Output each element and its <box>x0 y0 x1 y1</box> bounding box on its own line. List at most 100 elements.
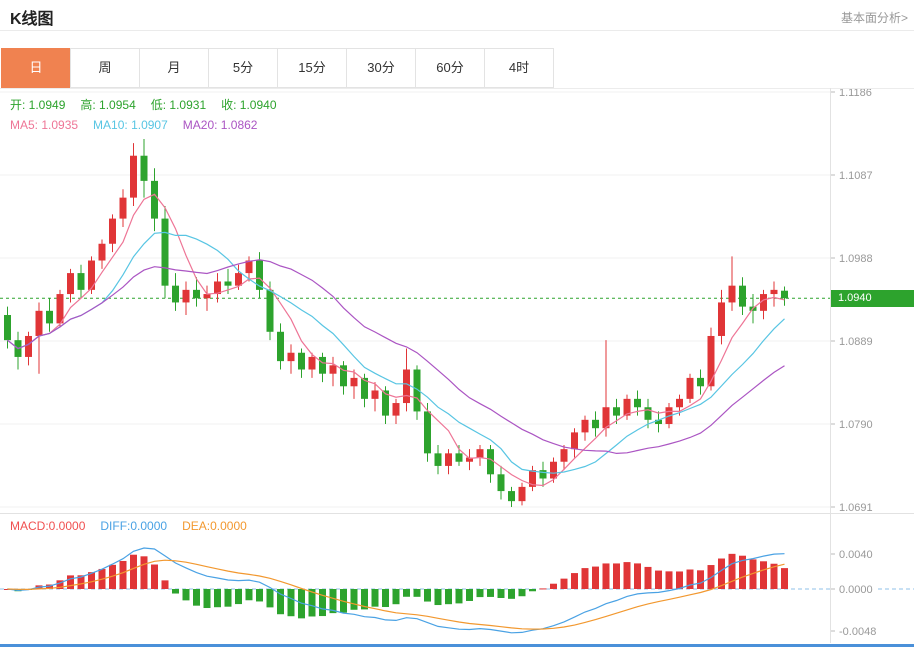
ma-ma10: MA10: 1.0907 <box>93 118 168 132</box>
ohlc-close: 收: 1.0940 <box>221 98 277 112</box>
candle <box>634 398 641 408</box>
macd-layer <box>0 547 914 634</box>
candle <box>665 407 673 425</box>
macd-histogram-bar <box>623 562 631 589</box>
candle <box>308 356 316 370</box>
macd-histogram-bar <box>25 589 32 590</box>
candle <box>140 155 148 181</box>
fundamental-analysis-link[interactable]: 基本面分析> <box>840 11 908 25</box>
macd-legend: MACD:0.0000 DIFF:0.0000 DEA:0.0000 <box>10 519 262 533</box>
timeframe-tab-day[interactable]: 日 <box>1 48 71 88</box>
macd-histogram-bar <box>718 558 725 589</box>
timeframe-tab-30min[interactable]: 30分 <box>346 48 416 88</box>
macd-histogram-bar <box>781 568 788 589</box>
candle <box>88 260 95 290</box>
candle <box>382 390 389 416</box>
macd-histogram-bar <box>235 589 242 605</box>
macd-histogram-bar <box>529 589 536 592</box>
ma20-line <box>7 259 785 455</box>
timeframe-tab-month[interactable]: 月 <box>139 48 209 88</box>
timeframe-tab-15min[interactable]: 15分 <box>277 48 347 88</box>
macd-histogram-bar <box>4 589 11 590</box>
macd-histogram-bar <box>592 566 599 589</box>
candle <box>77 273 85 290</box>
candle <box>151 180 158 219</box>
candle <box>182 289 190 303</box>
macd-histogram-bar <box>277 589 284 615</box>
macd-histogram-bar <box>350 589 358 610</box>
macd-histogram-bar <box>340 589 347 613</box>
candle <box>424 411 431 454</box>
candle <box>4 315 11 341</box>
candle <box>455 453 463 462</box>
macd-histogram-bar <box>371 589 379 607</box>
current-price-tag: 1.0940 <box>831 290 914 307</box>
macd-histogram-bar <box>487 589 494 597</box>
macd-histogram-bar <box>697 570 704 589</box>
macd-histogram-bar <box>466 589 473 601</box>
macd-histogram-bar <box>245 589 253 601</box>
macd-histogram-bar <box>497 589 505 598</box>
candle <box>340 365 347 387</box>
candle <box>130 155 137 198</box>
macd-histogram-bar <box>445 589 452 605</box>
candle <box>287 352 295 362</box>
macd-histogram-bar <box>539 588 547 590</box>
macd-diff: DIFF:0.0000 <box>100 519 168 533</box>
timeframe-tab-4hour[interactable]: 4时 <box>484 48 554 88</box>
macd-histogram-bar <box>14 589 22 592</box>
candle <box>329 365 337 374</box>
macd-histogram-bar <box>287 589 295 617</box>
macd-histogram-bar <box>518 589 526 597</box>
candle <box>361 377 368 399</box>
candle <box>571 432 578 450</box>
macd-histogram-bar <box>676 571 683 589</box>
ma-lines-layer <box>7 193 785 487</box>
candle <box>613 407 620 416</box>
macd-histogram-bar <box>256 589 263 602</box>
candle <box>46 310 53 324</box>
macd-histogram-bar <box>613 563 620 589</box>
candle <box>560 449 568 462</box>
macd-histogram-bar <box>119 560 127 589</box>
candle <box>266 289 274 332</box>
candle <box>392 403 400 416</box>
candle <box>403 369 410 404</box>
candle <box>739 285 746 307</box>
price-axis-label: 1.0691 <box>839 502 873 514</box>
candle <box>476 449 484 458</box>
timeframe-tabs: 日周月 5分 15分 30分 60分 4时 <box>1 48 554 88</box>
macd-histogram-bar <box>67 575 74 589</box>
macd-histogram-bar <box>161 580 169 589</box>
macd-histogram-bar <box>550 583 557 589</box>
macd-histogram-bar <box>686 569 694 589</box>
macd-axis-label: -0.0048 <box>839 626 876 638</box>
ohlc-high: 高: 1.0954 <box>80 98 136 112</box>
candle <box>550 461 557 479</box>
macd-histogram-bar <box>98 568 106 589</box>
macd-histogram-bar <box>739 555 746 589</box>
price-axis-label: 1.0790 <box>839 419 873 431</box>
macd-histogram-bar <box>644 566 652 589</box>
macd-histogram-bar <box>434 589 442 606</box>
timeframe-tab-60min[interactable]: 60分 <box>415 48 485 88</box>
macd-histogram-bar <box>109 564 116 589</box>
macd-axis-label: 0.0040 <box>839 549 873 561</box>
candle <box>686 377 694 399</box>
candle <box>371 390 379 399</box>
candle <box>529 470 536 487</box>
candle <box>109 218 116 244</box>
macd-histogram-bar <box>224 589 232 607</box>
candle <box>25 335 32 357</box>
candle <box>655 419 662 425</box>
candle <box>623 398 631 416</box>
candle <box>67 273 74 295</box>
timeframe-tab-week[interactable]: 周 <box>70 48 140 88</box>
macd-histogram-bar <box>35 585 43 589</box>
timeframe-tab-5min[interactable]: 5分 <box>208 48 278 88</box>
candle <box>434 453 442 466</box>
macd-histogram-bar <box>46 584 53 589</box>
macd-histogram-bar <box>508 589 515 599</box>
candle <box>413 369 421 412</box>
axis-layer: 1.1186 1.1087 1.0988 1.0889 1.0790 1.0691 0.00… <box>0 87 914 643</box>
